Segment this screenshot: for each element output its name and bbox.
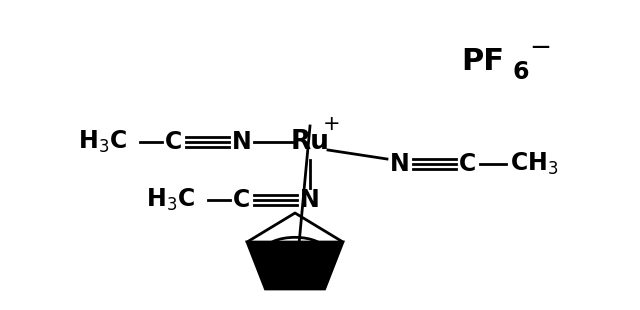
Text: 6: 6 (513, 60, 529, 84)
Text: C: C (165, 130, 182, 154)
Text: N: N (300, 188, 320, 212)
Text: N: N (232, 130, 252, 154)
Text: Ru: Ru (291, 129, 330, 155)
Text: H$_3$C: H$_3$C (145, 187, 195, 213)
Text: +: + (323, 114, 341, 134)
Polygon shape (247, 242, 343, 289)
Text: C: C (460, 152, 477, 176)
Text: CH$_3$: CH$_3$ (509, 151, 558, 177)
Text: N: N (390, 152, 410, 176)
Text: H$_3$C: H$_3$C (77, 129, 127, 155)
Text: C: C (234, 188, 251, 212)
Text: −: − (529, 35, 551, 61)
Text: PF: PF (461, 47, 504, 77)
